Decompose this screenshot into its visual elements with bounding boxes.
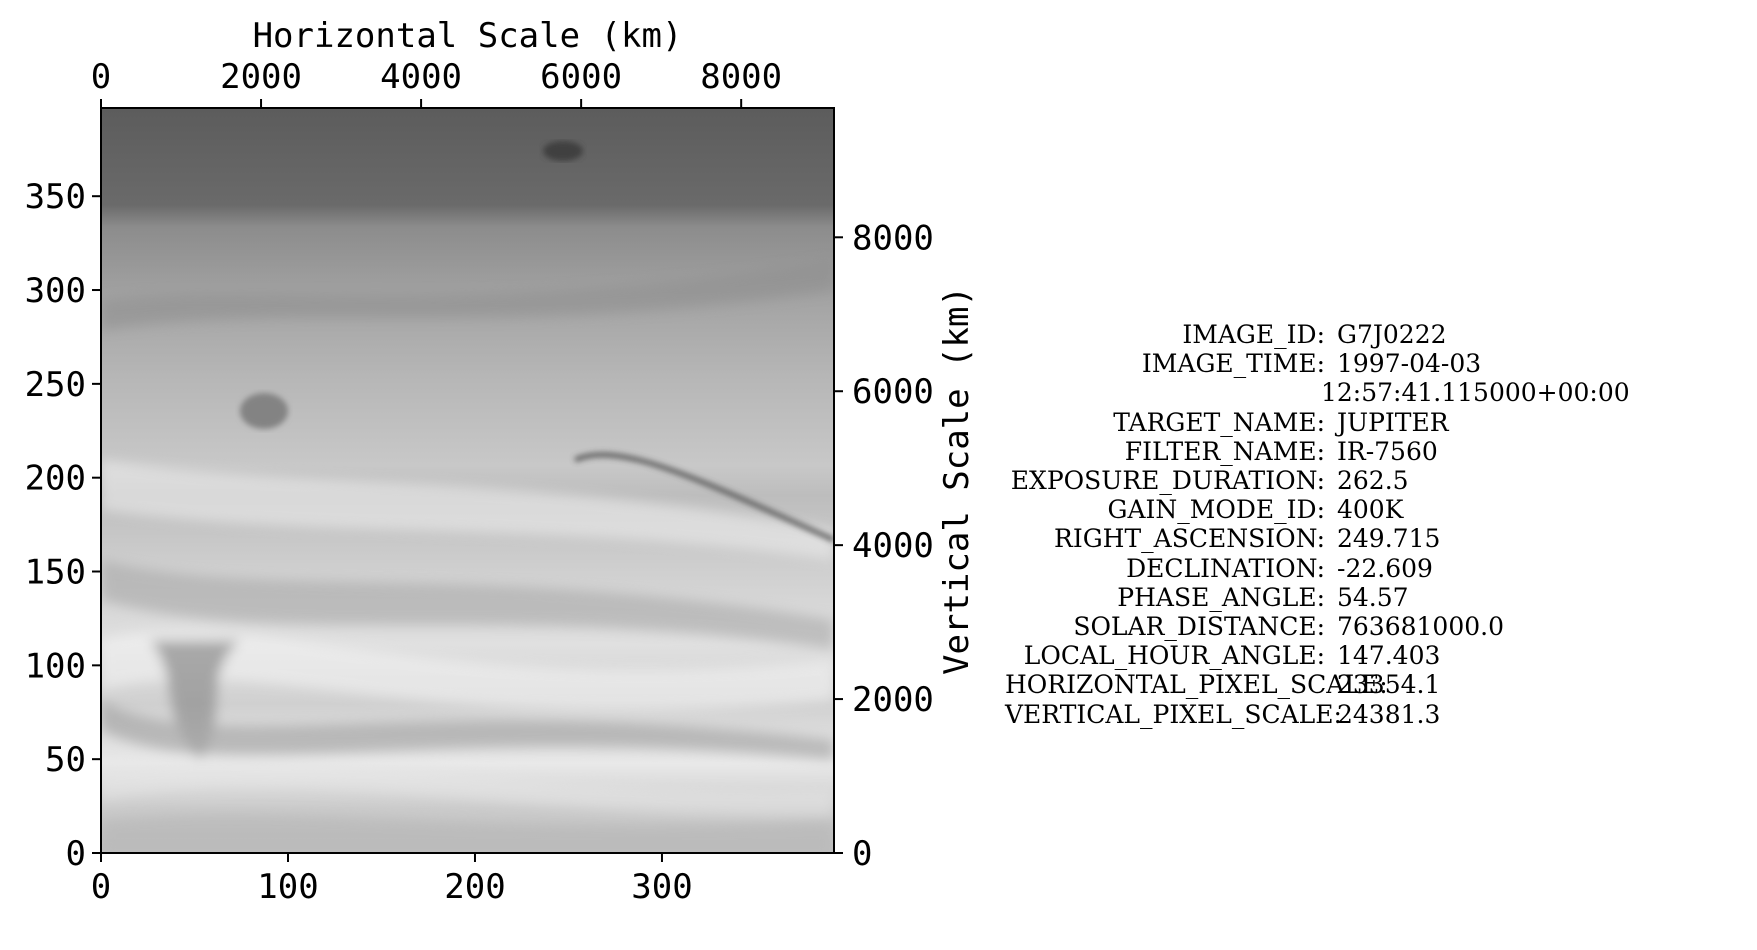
metadata-value: 147.403 <box>1337 641 1441 671</box>
bottom-axis: 0 100 200 300 <box>91 853 693 907</box>
metadata-value: -22.609 <box>1337 553 1433 583</box>
top-axis-tick-label: 0 <box>91 57 111 97</box>
metadata-row: IMAGE_TIME: 1997-04-03 <box>1005 349 1630 378</box>
metadata-value: 54.57 <box>1337 582 1409 612</box>
bottom-axis-tick-label: 100 <box>257 867 318 907</box>
left-axis-tick-label: 150 <box>25 553 86 593</box>
metadata-value: 23354.1 <box>1337 670 1441 700</box>
metadata-value: 763681000.0 <box>1337 612 1505 642</box>
right-axis-tick-label: 0 <box>852 834 872 874</box>
metadata-value: JUPITER <box>1337 407 1449 437</box>
left-axis-tick-label: 250 <box>25 365 86 405</box>
metadata-key: FILTER_NAME: <box>1124 436 1325 466</box>
right-axis-tick-label: 4000 <box>852 526 934 566</box>
left-axis-tick-label: 200 <box>25 459 86 499</box>
top-axis-tick-label: 8000 <box>700 57 782 97</box>
right-axis-tick-label: 6000 <box>852 372 934 412</box>
metadata-value: 1997-04-03 <box>1337 349 1482 379</box>
metadata-row: DECLINATION: -22.609 <box>1005 554 1630 583</box>
metadata-value: 24381.3 <box>1337 699 1441 729</box>
right-axis: 0 2000 4000 6000 8000 <box>834 218 934 874</box>
left-axis-tick-label: 300 <box>25 271 86 311</box>
metadata-key: IMAGE_TIME: <box>1141 349 1325 379</box>
metadata-value: 249.715 <box>1337 524 1441 554</box>
top-axis-title: Horizontal Scale (km) <box>253 16 683 56</box>
metadata-row: RIGHT_ASCENSION: 249.715 <box>1005 524 1630 553</box>
top-axis-tick-label: 2000 <box>220 57 302 97</box>
metadata-key: PHASE_ANGLE: <box>1117 582 1325 612</box>
metadata-row: EXPOSURE_DURATION: 262.5 <box>1005 466 1630 495</box>
metadata-row: VERTICAL_PIXEL_SCALE: 24381.3 <box>1005 700 1630 729</box>
metadata-key: DECLINATION: <box>1126 553 1325 583</box>
metadata-row: TARGET_NAME: JUPITER <box>1005 408 1630 437</box>
metadata-value: G7J0222 <box>1337 320 1447 349</box>
metadata-key <box>1005 378 1337 407</box>
metadata-key: VERTICAL_PIXEL_SCALE: <box>1005 699 1342 729</box>
metadata-key: HORIZONTAL_PIXEL_SCALE: <box>1005 670 1388 700</box>
left-axis-tick-label: 0 <box>66 834 86 874</box>
dark-streak <box>573 452 834 543</box>
metadata-key: IMAGE_ID: <box>1182 320 1325 349</box>
right-axis-tick-label: 2000 <box>852 680 934 720</box>
metadata-key: EXPOSURE_DURATION: <box>1010 466 1325 496</box>
top-axis-tick-label: 4000 <box>380 57 462 97</box>
metadata-row: HORIZONTAL_PIXEL_SCALE: 23354.1 <box>1005 670 1630 699</box>
metadata-row: LOCAL_HOUR_ANGLE: 147.403 <box>1005 641 1630 670</box>
metadata-key: RIGHT_ASCENSION: <box>1054 524 1325 554</box>
metadata-value: 12:57:41.115000+00:00 <box>1321 378 1630 408</box>
metadata-key: SOLAR_DISTANCE: <box>1073 612 1325 642</box>
top-axis-tick-label: 6000 <box>540 57 622 97</box>
metadata-row: SOLAR_DISTANCE: 763681000.0 <box>1005 612 1630 641</box>
top-axis: 0 2000 4000 6000 8000 <box>91 57 782 108</box>
metadata-value: IR-7560 <box>1337 436 1438 466</box>
left-axis-tick-label: 100 <box>25 646 86 686</box>
bottom-axis-tick-label: 300 <box>631 867 692 907</box>
metadata-value: 262.5 <box>1337 466 1409 496</box>
dark-oval <box>543 141 583 161</box>
right-axis-title: Vertical Scale (km) <box>937 286 977 675</box>
metadata-row: PHASE_ANGLE: 54.57 <box>1005 583 1630 612</box>
jupiter-cloud-image <box>101 108 834 853</box>
left-axis-tick-label: 50 <box>45 740 86 780</box>
dark-spot <box>240 393 288 429</box>
metadata-key: GAIN_MODE_ID: <box>1107 495 1325 525</box>
metadata-row: 12:57:41.115000+00:00 <box>1005 378 1630 407</box>
metadata-row: GAIN_MODE_ID: 400K <box>1005 495 1630 524</box>
plot-frame <box>100 107 835 854</box>
metadata-row: FILTER_NAME: IR-7560 <box>1005 437 1630 466</box>
bottom-axis-tick-label: 200 <box>444 867 505 907</box>
metadata-key: TARGET_NAME: <box>1113 407 1325 437</box>
right-axis-tick-label: 8000 <box>852 218 934 258</box>
metadata-row: IMAGE_ID: G7J0222 <box>1005 320 1630 349</box>
metadata-key: LOCAL_HOUR_ANGLE: <box>1023 641 1325 671</box>
metadata-value: 400K <box>1337 495 1404 525</box>
left-axis-tick-label: 350 <box>25 177 86 217</box>
metadata-panel: IMAGE_ID: G7J0222 IMAGE_TIME: 1997-04-03 12:… <box>1005 320 1630 729</box>
left-axis: 0 50 100 150 200 250 300 350 <box>25 177 101 874</box>
bottom-axis-tick-label: 0 <box>91 867 111 907</box>
